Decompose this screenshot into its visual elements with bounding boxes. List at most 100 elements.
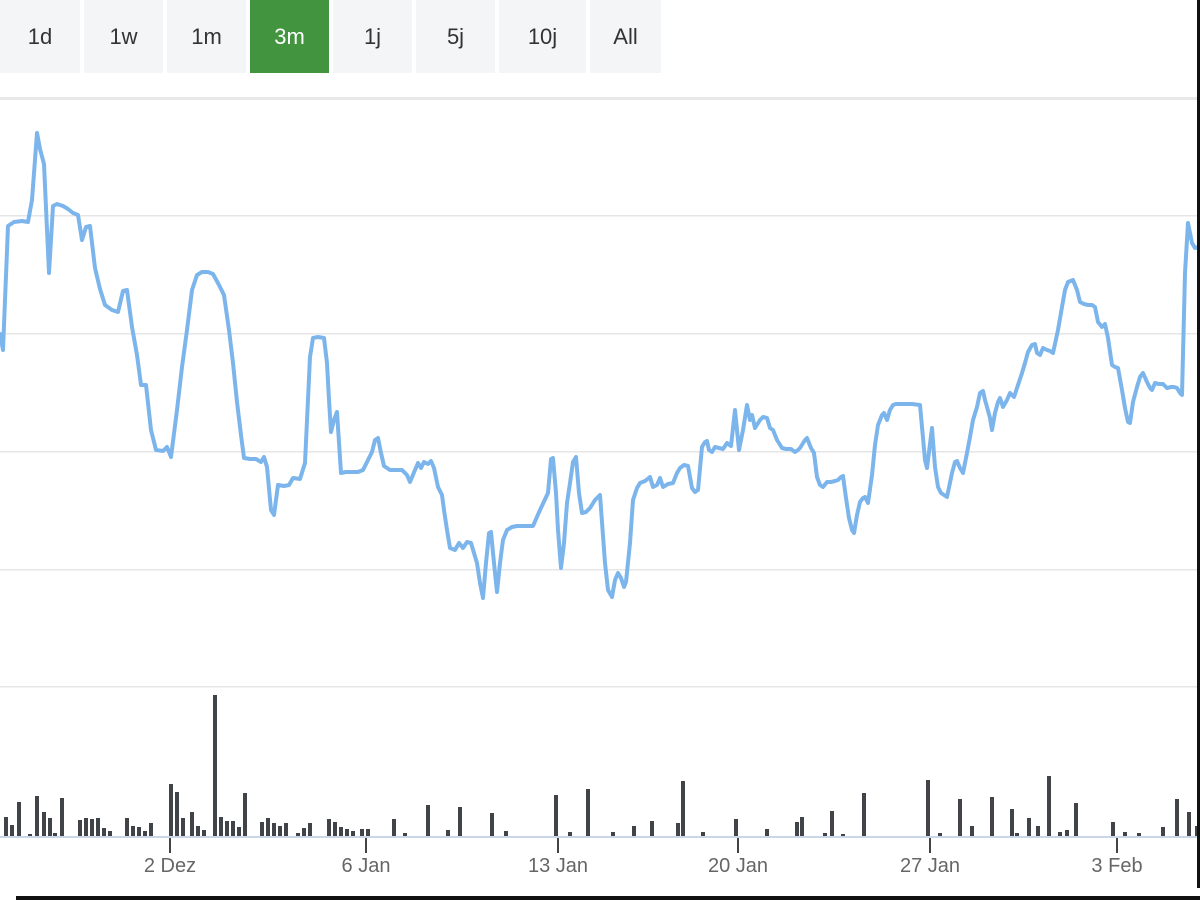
volume-bar bbox=[260, 822, 264, 836]
volume-bar bbox=[1123, 832, 1127, 836]
range-button-1d[interactable]: 1d bbox=[0, 0, 80, 73]
widget-bottom-border bbox=[16, 896, 1200, 900]
volume-bar bbox=[266, 818, 270, 836]
volume-bar bbox=[1111, 822, 1115, 836]
gridline bbox=[0, 215, 1200, 217]
volume-bar bbox=[302, 828, 306, 836]
volume-bar bbox=[926, 780, 930, 836]
volume-bar bbox=[1027, 818, 1031, 836]
volume-bar bbox=[28, 834, 32, 836]
gridline bbox=[0, 686, 1200, 688]
volume-bar bbox=[35, 796, 39, 836]
x-axis-tick bbox=[929, 838, 931, 853]
volume-bar bbox=[938, 833, 942, 836]
range-button-all[interactable]: All bbox=[590, 0, 661, 73]
x-axis-tick bbox=[365, 838, 367, 853]
x-axis-label: 13 Jan bbox=[528, 855, 588, 877]
range-button-1j[interactable]: 1j bbox=[333, 0, 412, 73]
x-axis-label: 6 Jan bbox=[342, 855, 391, 877]
gridline bbox=[0, 333, 1200, 335]
volume-bar bbox=[351, 831, 355, 836]
volume-bar bbox=[611, 832, 615, 836]
chart-right-border bbox=[1197, 0, 1200, 888]
volume-bar bbox=[202, 830, 206, 836]
volume-bar bbox=[181, 818, 185, 836]
volume-bar bbox=[841, 834, 845, 836]
volume-bar bbox=[137, 827, 141, 836]
range-button-5j[interactable]: 5j bbox=[416, 0, 495, 73]
volume-bar bbox=[17, 802, 21, 836]
volume-bar bbox=[169, 784, 173, 836]
volume-bar bbox=[243, 793, 247, 836]
range-button-1m[interactable]: 1m bbox=[167, 0, 246, 73]
volume-bar bbox=[53, 833, 57, 836]
volume-bar bbox=[48, 818, 52, 836]
volume-bar bbox=[1065, 830, 1069, 836]
volume-bar bbox=[1015, 833, 1019, 836]
volume-bar bbox=[360, 829, 364, 836]
volume-bar bbox=[42, 812, 46, 836]
x-axis-line bbox=[0, 836, 1200, 838]
volume-bar bbox=[149, 823, 153, 836]
volume-bar bbox=[568, 832, 572, 836]
volume-bar bbox=[586, 789, 590, 836]
volume-bar bbox=[339, 827, 343, 836]
volume-bar bbox=[60, 798, 64, 836]
volume-bar bbox=[1175, 799, 1179, 836]
volume-bar bbox=[327, 819, 331, 836]
price-line bbox=[0, 131, 1200, 600]
x-axis: 2 Dez 6 Jan 13 Jan 20 Jan 27 Jan 3 Feb bbox=[144, 838, 1143, 877]
volume-bar bbox=[504, 831, 508, 836]
volume-bar bbox=[10, 825, 14, 836]
volume-bar bbox=[308, 823, 312, 836]
volume-bar bbox=[131, 826, 135, 836]
x-axis-label: 27 Jan bbox=[900, 855, 960, 877]
volume-bar bbox=[225, 821, 229, 836]
volume-bar bbox=[1161, 827, 1165, 836]
volume-bar bbox=[676, 823, 680, 836]
volume-bar bbox=[102, 828, 106, 836]
volume-bar bbox=[190, 812, 194, 836]
volume-bar bbox=[1187, 812, 1191, 836]
volume-bar bbox=[219, 817, 223, 836]
x-axis-label: 3 Feb bbox=[1091, 855, 1142, 877]
x-axis-tick bbox=[1116, 838, 1118, 853]
toolbar-divider bbox=[0, 97, 1200, 100]
volume-bar bbox=[272, 823, 276, 836]
volume-bar bbox=[84, 818, 88, 836]
volume-bar bbox=[490, 813, 494, 836]
x-axis-label: 2 Dez bbox=[144, 855, 196, 877]
volume-bar bbox=[125, 818, 129, 836]
volume-bar bbox=[284, 823, 288, 836]
range-button-1w[interactable]: 1w bbox=[84, 0, 163, 73]
gridline bbox=[0, 569, 1200, 571]
volume-bar bbox=[231, 821, 235, 836]
gridline bbox=[0, 451, 1200, 453]
volume-bar bbox=[1010, 809, 1014, 836]
gridlines bbox=[0, 215, 1200, 688]
x-axis-tick bbox=[169, 838, 171, 853]
volume-bar bbox=[213, 695, 217, 836]
volume-bar bbox=[175, 792, 179, 836]
volume-bar bbox=[345, 829, 349, 836]
volume-bar bbox=[458, 807, 462, 836]
volume-bar bbox=[1036, 826, 1040, 836]
volume-bar bbox=[823, 833, 827, 836]
range-selector: 1d 1w 1m 3m 1j 5j 10j All bbox=[0, 0, 661, 73]
volume-bar bbox=[403, 833, 407, 836]
volume-bar bbox=[1137, 833, 1141, 836]
volume-bar bbox=[4, 817, 8, 836]
volume-bar bbox=[970, 826, 974, 836]
volume-bar bbox=[392, 819, 396, 836]
volume-bar bbox=[426, 805, 430, 836]
volume-bars bbox=[4, 695, 1199, 836]
volume-bar bbox=[296, 833, 300, 836]
volume-bar bbox=[1058, 832, 1062, 836]
range-button-3m[interactable]: 3m bbox=[250, 0, 329, 73]
volume-bar bbox=[765, 829, 769, 836]
range-button-10j[interactable]: 10j bbox=[499, 0, 586, 73]
volume-bar bbox=[681, 781, 685, 836]
volume-bar bbox=[650, 821, 654, 836]
